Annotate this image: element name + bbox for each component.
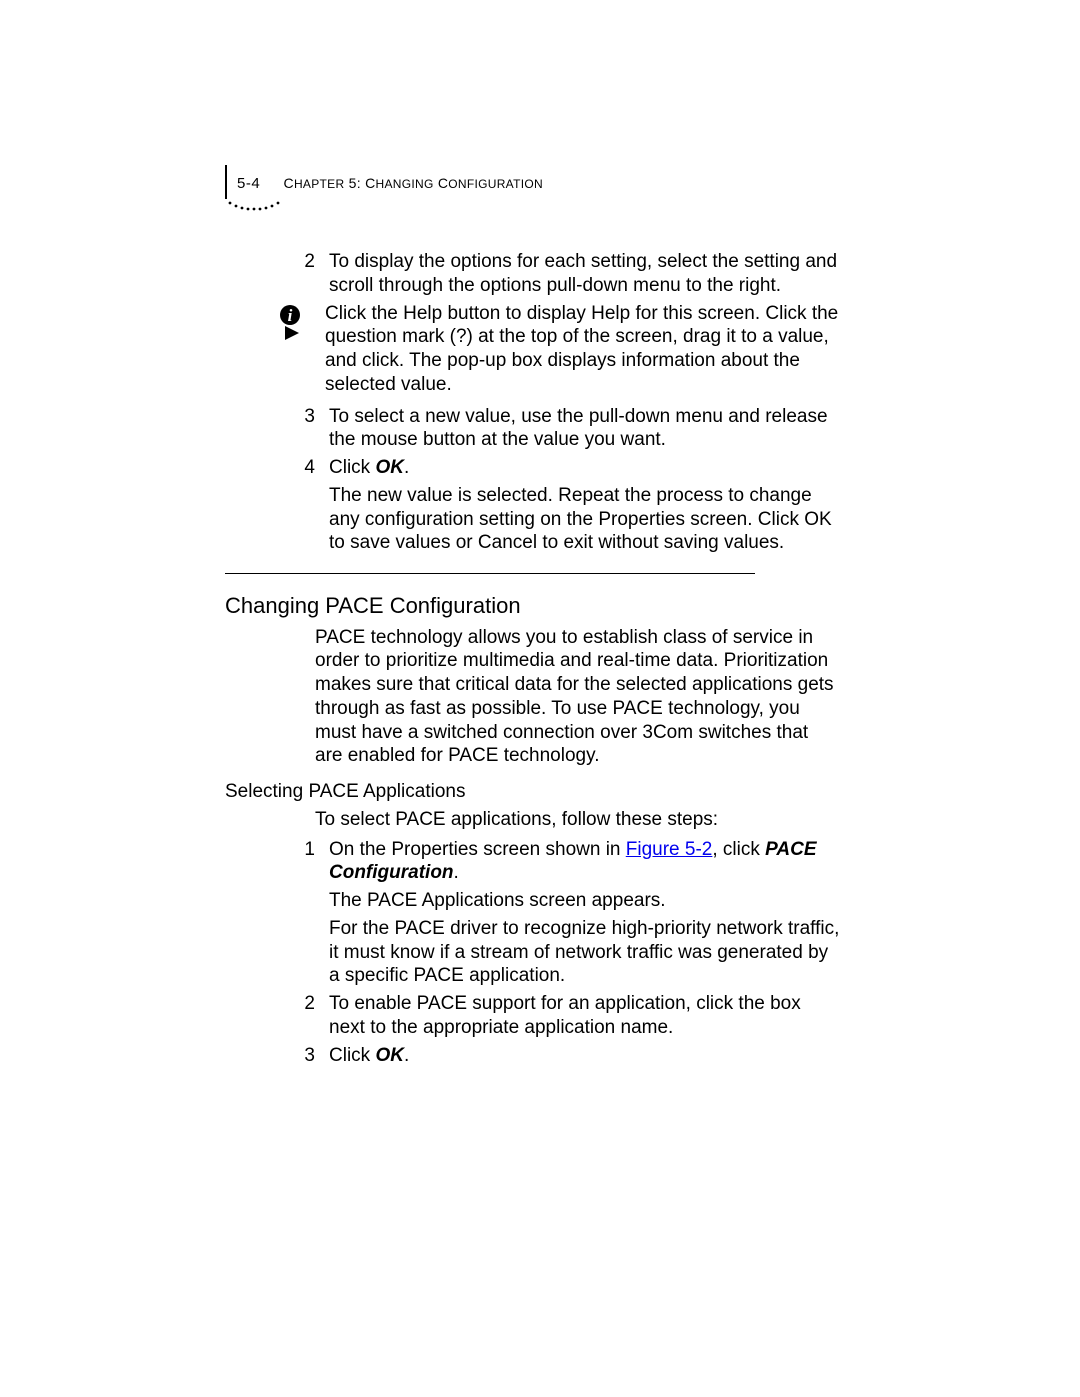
step-text: To select a new value, use the pull-down…: [329, 405, 840, 453]
section-changing-pace: Changing PACE Configuration PACE technol…: [225, 592, 840, 768]
step-text: Click OK.: [329, 1044, 840, 1068]
s1-result2: For the PACE driver to recognize high-pr…: [329, 917, 840, 988]
s1-result1: The PACE Applications screen appears.: [329, 889, 840, 913]
step4-result: The new value is selected. Repeat the pr…: [329, 484, 840, 555]
chapter-label: CHAPTER 5: CHANGING CONFIGURATION: [284, 175, 543, 191]
figure-5-2-link[interactable]: Figure 5-2: [626, 839, 713, 860]
subsection-selecting-pace: Selecting PACE Applications To select PA…: [225, 780, 840, 1067]
s3-suffix: .: [404, 1045, 409, 1066]
r-b: to save values or: [329, 532, 478, 553]
header-dots-icon: [227, 200, 282, 214]
info-note-text: Click the Help button to display Help fo…: [325, 302, 840, 397]
r-a: The new value is selected. Repeat the pr…: [329, 485, 812, 530]
step4-prefix: Click: [329, 457, 375, 478]
pace-step-3: 3 Click OK.: [225, 1044, 840, 1068]
ok-label: OK: [375, 457, 404, 478]
step-2: 2 To display the options for each settin…: [225, 250, 840, 298]
pace-step-1: 1 On the Properties screen shown in Figu…: [225, 838, 840, 989]
info-icon-col: i: [225, 302, 325, 397]
pace-step-2: 2 To enable PACE support for an applicat…: [225, 992, 840, 1040]
s1-suffix: .: [454, 862, 459, 883]
section-rule: [225, 573, 755, 574]
info-note: i Click the Help button to display Help …: [225, 302, 840, 397]
s1-prefix: On the Properties screen shown in: [329, 839, 626, 860]
step-text: To display the options for each setting,…: [329, 250, 840, 298]
step-text: On the Properties screen shown in Figure…: [329, 838, 840, 989]
step-list-2: 1 On the Properties screen shown in Figu…: [225, 838, 840, 1068]
ok-label-2: OK: [375, 1045, 404, 1066]
step-text: Click OK. The new value is selected. Rep…: [329, 456, 840, 555]
step-4: 4 Click OK. The new value is selected. R…: [225, 456, 840, 555]
header-text: 5-4 CHAPTER 5: CHANGING CONFIGURATION: [225, 165, 543, 192]
info-arrow-icon: i: [279, 304, 315, 340]
step-number: 2: [225, 992, 329, 1040]
subsection-intro: To select PACE applications, follow thes…: [315, 808, 840, 832]
page: 5-4 CHAPTER 5: CHANGING CONFIGURATION 2 …: [0, 0, 1080, 1397]
step4-suffix: .: [404, 457, 409, 478]
s1-mid: , click: [712, 839, 765, 860]
page-number: 5-4: [237, 175, 260, 192]
step-number: 2: [225, 250, 329, 298]
ok2: OK: [804, 509, 831, 530]
cancel: Cancel: [478, 532, 537, 553]
step-text: To enable PACE support for an applicatio…: [329, 992, 840, 1040]
step-number: 1: [225, 838, 329, 989]
svg-text:i: i: [288, 306, 293, 325]
section-heading: Changing PACE Configuration: [225, 592, 840, 620]
step-number: 3: [225, 405, 329, 453]
section-intro: PACE technology allows you to establish …: [315, 626, 840, 769]
step-3: 3 To select a new value, use the pull-do…: [225, 405, 840, 453]
body-content: 2 To display the options for each settin…: [225, 250, 840, 1071]
r-c: to exit without saving values.: [537, 532, 784, 553]
subsection-heading: Selecting PACE Applications: [225, 780, 840, 804]
running-header: 5-4 CHAPTER 5: CHANGING CONFIGURATION: [225, 165, 543, 192]
step-number: 4: [225, 456, 329, 555]
step-number: 3: [225, 1044, 329, 1068]
step-list-1: 2 To display the options for each settin…: [225, 250, 840, 555]
s3-prefix: Click: [329, 1045, 375, 1066]
